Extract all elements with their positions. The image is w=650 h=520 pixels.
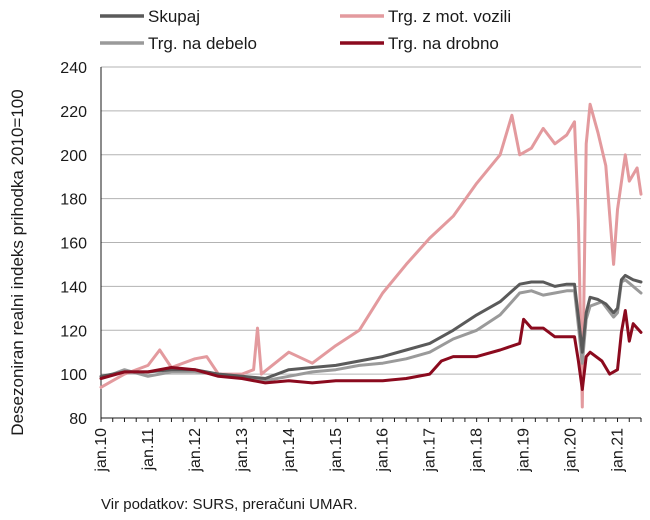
- y-tick-label: 220: [60, 104, 87, 121]
- x-tick-label: jan.13: [234, 428, 251, 473]
- series-line: [99, 273, 643, 380]
- x-tick-label: jan.10: [93, 428, 110, 473]
- x-tick-label: jan.16: [375, 428, 392, 473]
- y-tick-label: 200: [60, 148, 87, 165]
- x-tick-label: jan.14: [281, 428, 298, 473]
- y-tick-label: 80: [69, 411, 87, 428]
- y-axis-title: Desezoniran realni indeks prihodka 2010=…: [8, 89, 27, 435]
- x-tick-label: jan.21: [610, 428, 627, 473]
- axes: 80 100 120 140 160 180 200 220 240 jan.10 jan.11 ja…: [60, 60, 642, 473]
- gridlines: [101, 66, 641, 375]
- y-tick-label: 140: [60, 279, 87, 296]
- x-tick-label: jan.19: [516, 428, 533, 473]
- series-line: [99, 309, 643, 391]
- legend-label: Trg. na debelo: [148, 34, 257, 53]
- y-tick-label: 160: [60, 236, 87, 253]
- legend-label: Skupaj: [148, 7, 200, 26]
- x-tick-label: jan.17: [422, 428, 439, 473]
- x-tick-label: jan.12: [187, 428, 204, 473]
- y-tick-label: 180: [60, 192, 87, 209]
- y-tick-label: 120: [60, 323, 87, 340]
- y-tick-label: 240: [60, 60, 87, 77]
- series-lines: [99, 102, 643, 409]
- x-tick-label: jan.20: [563, 428, 580, 473]
- series-line: [99, 102, 643, 409]
- x-tick-label: jan.15: [328, 428, 345, 473]
- legend-label: Trg. na drobno: [388, 34, 499, 53]
- x-tick-label: jan.11: [140, 428, 157, 472]
- legend: Skupaj Trg. z mot. vozili Trg. na debelo Tr…: [100, 7, 511, 53]
- x-tick-label: jan.18: [469, 428, 486, 473]
- source-note: Vir podatkov: SURS, preračuni UMAR.: [101, 496, 358, 513]
- legend-label: Trg. z mot. vozili: [388, 7, 511, 26]
- y-tick-label: 100: [60, 367, 87, 384]
